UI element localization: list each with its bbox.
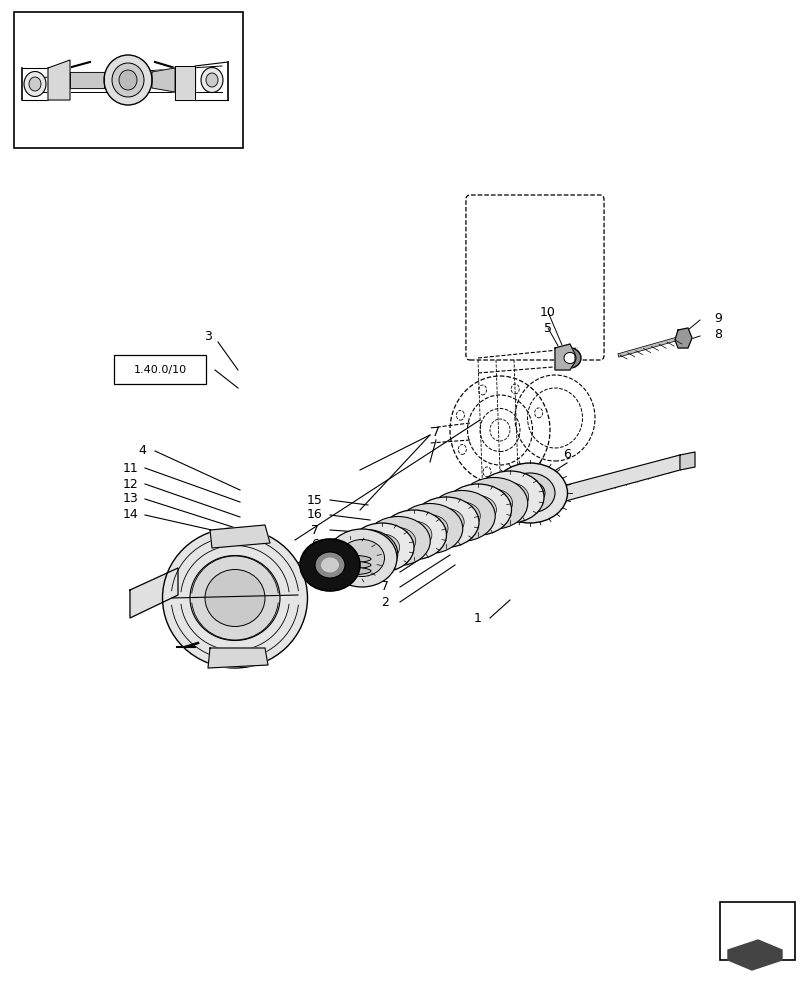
- Ellipse shape: [428, 490, 495, 541]
- Text: 6: 6: [311, 538, 319, 552]
- Ellipse shape: [112, 63, 144, 97]
- Text: 16: 16: [307, 508, 323, 522]
- Ellipse shape: [396, 521, 431, 548]
- Text: 12: 12: [123, 478, 139, 490]
- Ellipse shape: [320, 555, 371, 563]
- Ellipse shape: [350, 523, 414, 572]
- Ellipse shape: [504, 473, 554, 513]
- Text: 5: 5: [543, 322, 551, 334]
- Polygon shape: [674, 328, 691, 348]
- Text: 7: 7: [311, 524, 319, 536]
- Ellipse shape: [364, 534, 399, 561]
- Text: 2: 2: [380, 595, 388, 608]
- Ellipse shape: [491, 483, 528, 511]
- Ellipse shape: [459, 496, 496, 524]
- Bar: [719, 902, 794, 960]
- Ellipse shape: [443, 502, 479, 530]
- Ellipse shape: [320, 561, 371, 569]
- Ellipse shape: [444, 484, 511, 535]
- Text: 16: 16: [376, 566, 393, 578]
- Ellipse shape: [514, 481, 544, 505]
- Text: 4: 4: [138, 444, 146, 458]
- Ellipse shape: [29, 77, 41, 91]
- Ellipse shape: [119, 70, 137, 90]
- Ellipse shape: [413, 497, 478, 547]
- Ellipse shape: [204, 570, 264, 626]
- Ellipse shape: [348, 540, 383, 567]
- Ellipse shape: [339, 540, 384, 576]
- Ellipse shape: [334, 530, 397, 578]
- Ellipse shape: [162, 528, 307, 668]
- Ellipse shape: [558, 348, 581, 368]
- Ellipse shape: [24, 72, 46, 97]
- Ellipse shape: [460, 478, 527, 529]
- Text: 9: 9: [713, 312, 721, 324]
- Ellipse shape: [397, 504, 462, 554]
- Text: 7: 7: [431, 426, 440, 438]
- Polygon shape: [210, 525, 270, 548]
- Ellipse shape: [381, 510, 446, 560]
- Polygon shape: [208, 648, 268, 668]
- Ellipse shape: [206, 73, 217, 87]
- Text: 13: 13: [123, 492, 139, 506]
- Polygon shape: [554, 344, 574, 370]
- Ellipse shape: [333, 547, 367, 573]
- Ellipse shape: [475, 471, 543, 523]
- Text: 15: 15: [307, 493, 323, 506]
- Polygon shape: [130, 568, 178, 618]
- Text: 1: 1: [474, 611, 482, 624]
- Ellipse shape: [564, 353, 575, 363]
- Ellipse shape: [201, 68, 223, 93]
- Text: 1.40.0/10: 1.40.0/10: [133, 365, 187, 375]
- Polygon shape: [679, 452, 694, 470]
- Text: 7: 7: [391, 550, 398, 564]
- Text: 7: 7: [380, 580, 388, 593]
- Polygon shape: [152, 68, 175, 92]
- Text: 6: 6: [562, 448, 570, 462]
- Polygon shape: [727, 940, 781, 970]
- Ellipse shape: [320, 558, 338, 572]
- Ellipse shape: [492, 463, 567, 523]
- Text: 11: 11: [123, 462, 139, 475]
- Ellipse shape: [411, 515, 448, 542]
- Polygon shape: [70, 72, 104, 88]
- Polygon shape: [48, 60, 70, 100]
- Ellipse shape: [427, 508, 464, 536]
- Text: 10: 10: [539, 306, 556, 318]
- Text: 3: 3: [204, 330, 212, 342]
- Polygon shape: [539, 455, 679, 508]
- Ellipse shape: [475, 489, 512, 517]
- Ellipse shape: [299, 539, 359, 591]
- Bar: [14, 12, 242, 148]
- Ellipse shape: [315, 552, 345, 578]
- Ellipse shape: [365, 516, 430, 566]
- Text: 8: 8: [713, 328, 721, 340]
- Polygon shape: [175, 66, 195, 100]
- Ellipse shape: [327, 529, 397, 587]
- FancyBboxPatch shape: [114, 355, 206, 384]
- Text: 14: 14: [123, 508, 139, 522]
- Ellipse shape: [104, 55, 152, 105]
- Ellipse shape: [380, 528, 415, 555]
- Ellipse shape: [318, 536, 381, 584]
- Ellipse shape: [190, 556, 280, 641]
- Ellipse shape: [320, 567, 371, 575]
